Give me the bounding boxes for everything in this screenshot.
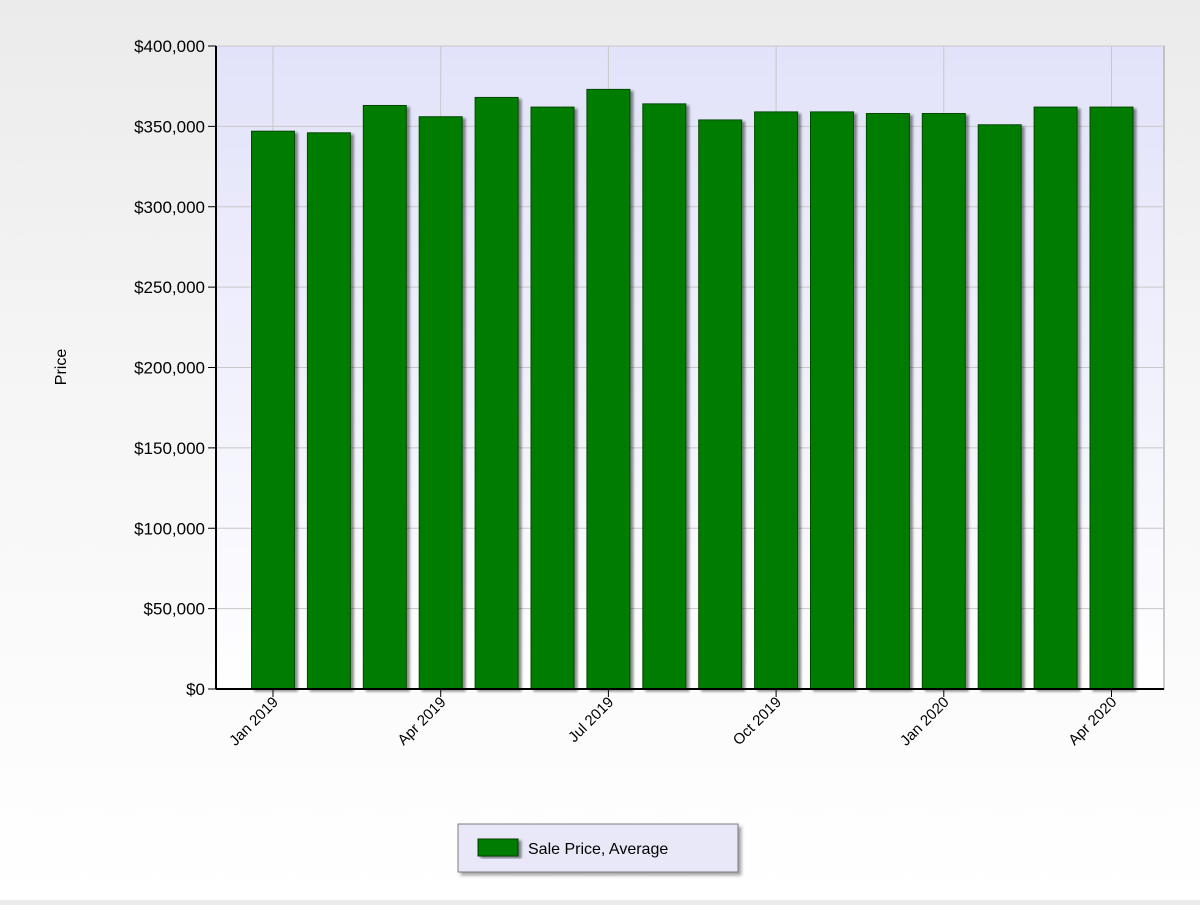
y-axis-title: Price bbox=[53, 349, 70, 386]
x-tick-label: Apr 2019 bbox=[394, 694, 449, 749]
y-tick-label: $300,000 bbox=[134, 198, 205, 217]
bar-2019-08[interactable] bbox=[642, 103, 687, 690]
y-tick-label: $350,000 bbox=[134, 117, 205, 136]
bar-2019-03[interactable] bbox=[362, 104, 407, 690]
bar-2019-09[interactable] bbox=[698, 119, 743, 690]
x-tick-label: Jul 2019 bbox=[565, 694, 617, 746]
bar-2020-01[interactable] bbox=[921, 113, 966, 690]
legend-label: Sale Price, Average bbox=[528, 841, 668, 858]
x-tick-labels: Jan 2019 Apr 2019 Jul 2019 Oct 2019 Jan 2020… bbox=[226, 694, 1120, 750]
bar-2019-06[interactable] bbox=[530, 106, 575, 690]
x-tick-label: Oct 2019 bbox=[730, 694, 785, 749]
bar-2020-04[interactable] bbox=[1089, 106, 1134, 690]
bar-2020-03[interactable] bbox=[1033, 106, 1078, 690]
bar-2019-02[interactable] bbox=[306, 132, 351, 690]
bar-2019-12[interactable] bbox=[865, 113, 910, 690]
y-tick-label: $250,000 bbox=[134, 278, 205, 297]
legend[interactable]: Sale Price, Average bbox=[457, 823, 739, 873]
bar-2019-11[interactable] bbox=[810, 111, 854, 690]
y-tick-label: $0 bbox=[186, 680, 205, 699]
y-tick-label: $50,000 bbox=[144, 600, 205, 619]
axes bbox=[208, 45, 1164, 697]
y-tick-label: $400,000 bbox=[134, 37, 205, 56]
bars bbox=[251, 88, 1134, 690]
y-tick-label: $200,000 bbox=[134, 359, 205, 378]
x-tick-label: Apr 2020 bbox=[1065, 694, 1120, 749]
legend-swatch bbox=[477, 838, 519, 857]
x-tick-label: Jan 2020 bbox=[897, 694, 953, 750]
y-tick-label: $150,000 bbox=[134, 439, 205, 458]
bar-2019-07[interactable] bbox=[586, 88, 631, 690]
bar-2019-01[interactable] bbox=[251, 130, 295, 690]
bar-2019-05[interactable] bbox=[474, 96, 519, 690]
y-tick-labels: $0 $50,000 $100,000 $150,000 $200,000 $250,00… bbox=[134, 37, 205, 699]
bar-2019-10[interactable] bbox=[754, 111, 799, 690]
bar-2019-04[interactable] bbox=[418, 116, 463, 690]
y-tick-label: $100,000 bbox=[134, 519, 205, 538]
bar-2020-02[interactable] bbox=[977, 124, 1022, 690]
x-tick-label: Jan 2019 bbox=[226, 694, 282, 750]
